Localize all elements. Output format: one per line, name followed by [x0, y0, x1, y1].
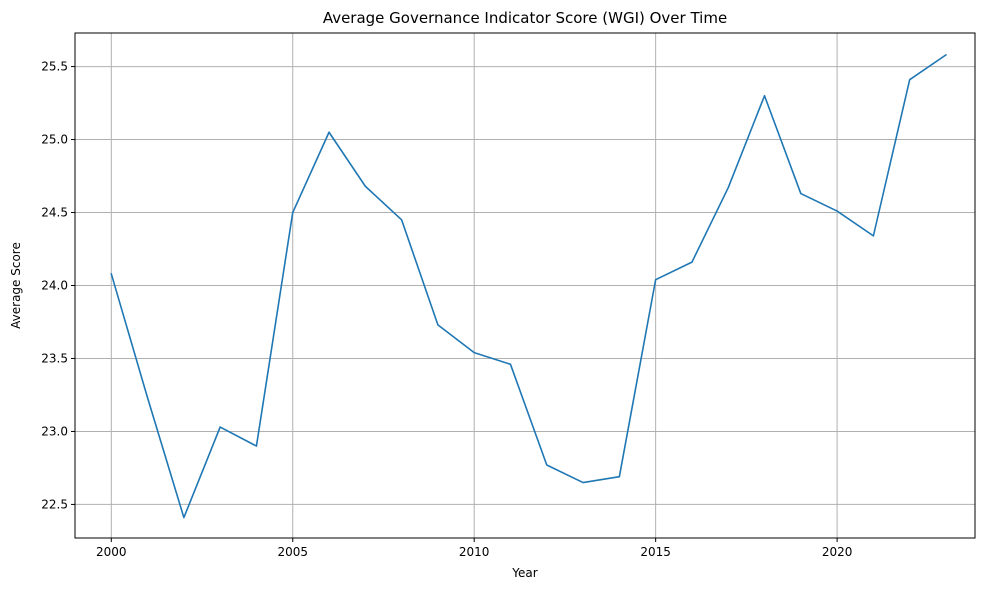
x-tick-label: 2005 — [277, 545, 308, 559]
y-tick-label: 25.5 — [41, 60, 68, 74]
x-tick-label: 2010 — [459, 545, 490, 559]
x-axis-label: Year — [511, 566, 537, 580]
y-tick-label: 23.0 — [41, 424, 68, 438]
x-tick-label: 2000 — [96, 545, 127, 559]
chart-title: Average Governance Indicator Score (WGI)… — [323, 9, 727, 27]
y-tick-label: 24.5 — [41, 206, 68, 220]
y-tick-label: 25.0 — [41, 133, 68, 147]
y-tick-label: 22.5 — [41, 497, 68, 511]
y-tick-label: 24.0 — [41, 279, 68, 293]
y-tick-label: 23.5 — [41, 351, 68, 365]
x-tick-label: 2015 — [640, 545, 671, 559]
y-axis-label: Average Score — [9, 242, 23, 329]
x-tick-label: 2020 — [822, 545, 853, 559]
